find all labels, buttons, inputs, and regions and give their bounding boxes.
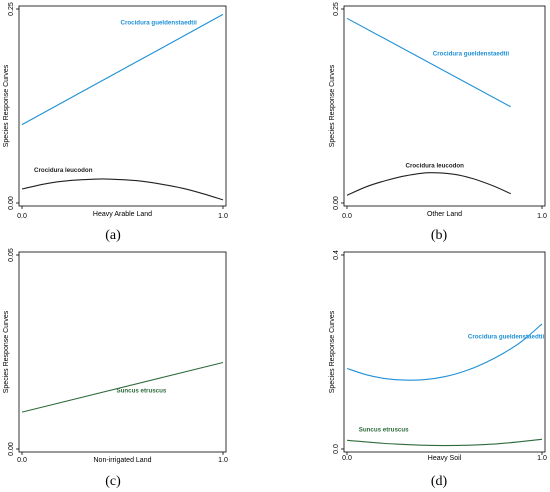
series-label: Crocidura leucodon — [406, 162, 465, 169]
plot-frame — [343, 5, 546, 207]
y-tick-label: 0.05 — [8, 248, 15, 262]
series-line-crocidura-gueldenstaedtii — [346, 17, 512, 108]
chart-panel-1: 0.00 0.25 0.0 1.0 Heavy Arable Land Species R… — [3, 2, 228, 243]
series-label: Crocidura leucodon — [34, 167, 93, 174]
x-tick-label: 0.0 — [342, 455, 352, 462]
y-axis-label: Species Response Curves — [329, 64, 336, 147]
series-line-crocidura-leucodon — [346, 172, 512, 196]
series-label: Crocidura gueldenstaedtii — [433, 51, 510, 58]
series-label: Crocidura gueldenstaedtii — [468, 333, 545, 340]
series-label: Crocidura gueldenstaedtii — [120, 20, 197, 27]
x-axis-label: Other Land — [427, 211, 462, 218]
y-tick-label: 0.0 — [333, 444, 340, 454]
y-tick-label: 0.25 — [8, 2, 15, 16]
plot-frame — [18, 5, 227, 207]
y-tick-label: 0.25 — [333, 2, 340, 16]
x-tick-label: 1.0 — [537, 455, 547, 462]
series-line-crocidura-gueldenstaedtii — [21, 13, 224, 126]
series-line-suncus-etruscus — [21, 361, 224, 413]
chart-panel-4: 0.0 0.4 0.0 1.0 Heavy Soil Species Response C… — [329, 250, 547, 489]
y-tick-label: 0.00 — [8, 196, 15, 210]
chart-panel-3: 0.00 0.05 0.0 1.0 Non-irrigated Land Species … — [3, 248, 228, 489]
y-axis-label: Species Response Curves — [3, 64, 10, 147]
chart-panel-2: 0.00 0.25 0.0 1.0 Other Land Species Response… — [329, 2, 547, 243]
x-axis-label: Heavy Soil — [428, 455, 462, 462]
y-tick-label: 0.00 — [8, 442, 15, 456]
y-axis-label: Species Response Curves — [3, 310, 10, 393]
x-axis-label: Heavy Arable Land — [93, 211, 152, 218]
series-label: Suncus etruscus — [116, 387, 166, 394]
panel-label: (b) — [431, 228, 448, 243]
x-axis-label: Non-irrigated Land — [94, 457, 152, 464]
series-label: Suncus etruscus — [359, 427, 409, 434]
plot-frame — [18, 251, 227, 453]
x-tick-label: 1.0 — [218, 457, 228, 464]
panel-label: (d) — [431, 474, 448, 489]
x-tick-label: 1.0 — [218, 213, 228, 220]
x-tick-label: 0.0 — [17, 213, 27, 220]
x-tick-label: 0.0 — [17, 457, 27, 464]
y-axis-label: Species Response Curves — [329, 310, 336, 393]
panel-label: (c) — [105, 474, 121, 489]
x-tick-label: 0.0 — [342, 213, 352, 220]
y-tick-label: 0.00 — [333, 196, 340, 210]
x-tick-label: 1.0 — [537, 213, 547, 220]
panel-label: (a) — [105, 228, 121, 243]
plot-frame — [343, 251, 546, 453]
series-line-suncus-etruscus — [346, 438, 543, 447]
series-line-crocidura-leucodon — [21, 178, 224, 201]
series-line-crocidura-gueldenstaedtii — [346, 323, 543, 381]
y-tick-label: 0.4 — [333, 250, 340, 260]
